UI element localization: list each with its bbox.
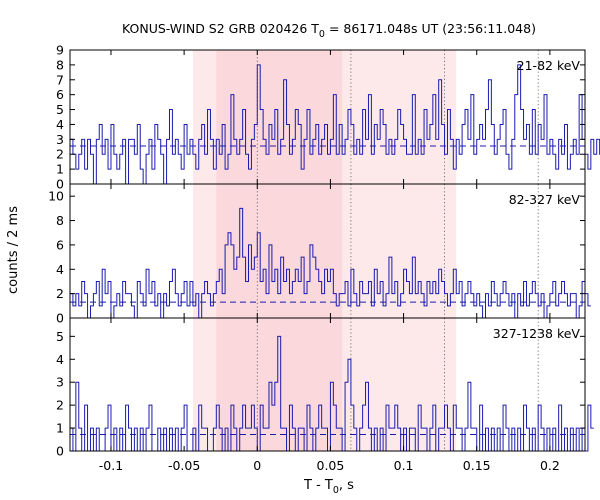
shaded-region-2	[216, 184, 343, 318]
y-tick-label: 8	[56, 57, 64, 72]
y-tick-label: 5	[56, 102, 64, 117]
y-tick-label: 10	[48, 189, 64, 204]
count-histogram-line	[70, 207, 591, 319]
chart-title-prefix: KONUS-WIND S2 GRB 020426 T	[122, 21, 319, 36]
energy-band-label: 82-327 keV	[509, 192, 581, 207]
y-tick-label: 8	[56, 213, 64, 228]
y-tick-label: 0	[56, 444, 64, 459]
y-tick-label: 9	[56, 43, 64, 58]
x-axis-label-prefix: T - T	[303, 478, 333, 493]
chart-title-suffix: = 86171.048s UT (23:56:11.048)	[325, 21, 536, 36]
y-tick-label: 7	[56, 72, 64, 87]
y-tick-label: 1	[56, 162, 64, 177]
y-tick-label: 2	[56, 286, 64, 301]
y-axis-label: counts / 2 ms	[6, 206, 21, 294]
x-tick-label: 0.05	[317, 458, 345, 473]
panel-2: 0 2 4 6 8 10 82-327 keV	[48, 183, 591, 326]
x-tick-label: -0.05	[168, 458, 200, 473]
y-tick-label: 0	[56, 311, 64, 326]
y-tick-label: 2	[56, 147, 64, 162]
energy-band-label: 327-1238 keV	[493, 326, 581, 341]
y-tick-label: 5	[56, 329, 64, 344]
chart-title-subscript: 0	[319, 29, 325, 40]
y-tick-label: 6	[56, 87, 64, 102]
shaded-region-2	[216, 50, 343, 184]
y-tick-label: 6	[56, 237, 64, 252]
x-tick-label: 0	[253, 458, 261, 473]
x-tick-label: 0.15	[463, 458, 491, 473]
x-tick-label: 0.2	[540, 458, 560, 473]
count-histogram-line	[70, 64, 600, 185]
panel-frame	[69, 317, 586, 452]
y-tick-label: 0	[56, 177, 64, 192]
x-axis-label-suffix: , s	[339, 478, 354, 493]
x-tick-label: 0.1	[394, 458, 414, 473]
energy-band-label: 21-82 keV	[517, 58, 581, 73]
y-tick-label: 4	[56, 352, 64, 367]
chart-title: KONUS-WIND S2 GRB 020426 T0 = 86171.048s…	[122, 21, 536, 40]
x-axis-label: T - T0, s	[303, 478, 354, 496]
y-tick-label: 4	[56, 117, 64, 132]
y-tick-label: 3	[56, 375, 64, 390]
y-tick-label: 1	[56, 421, 64, 436]
y-tick-label: 2	[56, 398, 64, 413]
x-axis-label-subscript: 0	[333, 485, 339, 496]
y-tick-label: 4	[56, 262, 64, 277]
shaded-region-2	[216, 318, 343, 451]
y-tick-label: 3	[56, 132, 64, 147]
x-tick-label: -0.1	[99, 458, 123, 473]
panel-3: 0 1 2 3 4 5 327-1238 keV	[56, 317, 594, 459]
